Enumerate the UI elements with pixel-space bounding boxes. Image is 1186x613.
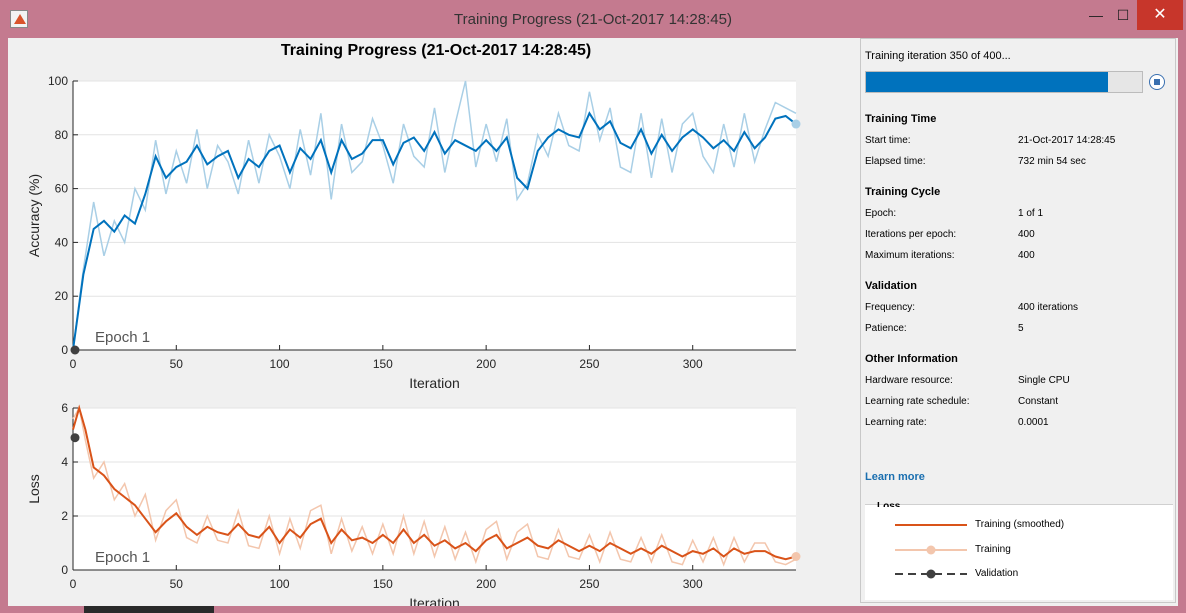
loss-axes-bg — [73, 408, 796, 570]
loss-ytick-label-1: 2 — [61, 509, 68, 523]
minimize-button[interactable]: — — [1089, 7, 1103, 23]
accuracy-training-line — [72, 80, 797, 351]
stop-training-button[interactable] — [1149, 74, 1165, 90]
accuracy-axes-bg — [73, 81, 796, 350]
hardware-resource-value: Single CPU — [1018, 375, 1070, 386]
progress-fill — [866, 72, 1108, 92]
accuracy-xtick-label-6: 300 — [683, 357, 703, 371]
patience-label: Patience: — [865, 323, 907, 334]
legend-swatches — [895, 524, 967, 579]
accuracy-ytick-label-1: 20 — [55, 289, 69, 303]
accuracy-xtick-label-1: 50 — [170, 357, 184, 371]
lr-schedule-value: Constant — [1018, 396, 1059, 407]
accuracy-last-point — [791, 119, 801, 129]
epoch-value: 1 of 1 — [1018, 208, 1044, 219]
loss-validation-point-0 — [70, 433, 80, 443]
frequency-value: 400 iterations — [1018, 302, 1079, 313]
learn-more-link[interactable]: Learn more — [865, 471, 925, 483]
accuracy-ytick-label-0: 0 — [61, 343, 68, 357]
loss-ytick-label-0: 0 — [61, 563, 68, 577]
start-time-label: Start time: — [865, 135, 911, 146]
progress-bar — [865, 71, 1143, 93]
title-bar[interactable]: Training Progress (21-Oct-2017 14:28:45)… — [0, 0, 1186, 38]
window-title: Training Progress (21-Oct-2017 14:28:45) — [454, 11, 732, 28]
accuracy-xtick-label-0: 0 — [70, 357, 77, 371]
elapsed-time-label: Elapsed time: — [865, 156, 926, 167]
section-training-time: Training Time — [865, 113, 937, 125]
legend-training-marker — [926, 545, 936, 555]
accuracy-xtick-label-5: 250 — [579, 357, 599, 371]
learning-rate-value: 0.0001 — [1018, 417, 1049, 428]
loss-epoch-annotation: Epoch 1 — [95, 549, 150, 566]
accuracy-xtick-label-2: 100 — [270, 357, 290, 371]
loss-xtick-label-1: 50 — [170, 577, 184, 591]
section-training-cycle: Training Cycle — [865, 186, 941, 198]
legend-item-training: Training — [975, 544, 1011, 555]
lr-schedule-label: Learning rate schedule: — [865, 396, 970, 407]
client-area: Training Progress (21-Oct-2017 14:28:45)… — [8, 38, 1178, 606]
accuracy-validation-point-0 — [70, 345, 80, 355]
loss-xtick-label-0: 0 — [70, 577, 77, 591]
iterations-per-epoch-label: Iterations per epoch: — [865, 229, 957, 240]
accuracy-ytick-label-5: 100 — [48, 74, 68, 88]
info-panel: Training iteration 350 of 400... Trainin… — [860, 38, 1176, 603]
frequency-label: Frequency: — [865, 302, 916, 313]
section-other-information: Other Information — [865, 353, 958, 365]
patience-value: 5 — [1018, 323, 1024, 334]
legend-item-training-smoothed: Training (smoothed) — [975, 519, 1065, 530]
legend-header: Loss — [877, 501, 901, 507]
loss-xtick-label-4: 200 — [476, 577, 496, 591]
loss-xtick-label-5: 250 — [579, 577, 599, 591]
hardware-resource-label: Hardware resource: — [865, 375, 953, 386]
plot-title: Training Progress (21-Oct-2017 14:28:45) — [280, 42, 592, 59]
legend-item-validation: Validation — [975, 568, 1019, 579]
accuracy-ytick-label-3: 60 — [55, 182, 69, 196]
loss-xtick-label-6: 300 — [683, 577, 703, 591]
section-validation: Validation — [865, 280, 917, 292]
legend-validation-marker — [926, 569, 936, 579]
accuracy-xtick-label-3: 150 — [373, 357, 393, 371]
close-button[interactable]: ✕ — [1137, 0, 1183, 30]
accuracy-xtick-label-4: 200 — [476, 357, 496, 371]
start-time-value: 21-Oct-2017 14:28:45 — [1018, 135, 1116, 146]
accuracy-ytick-label-4: 80 — [55, 128, 69, 142]
status-text: Training iteration 350 of 400... — [865, 50, 1011, 62]
loss-ytick-label-3: 6 — [61, 401, 68, 415]
iterations-per-epoch-value: 400 — [1018, 229, 1035, 240]
loss-xlabel: Iteration — [409, 595, 460, 606]
accuracy-ylabel: Accuracy (%) — [26, 174, 42, 257]
loss-smoothed-line — [72, 404, 797, 561]
elapsed-time-value: 732 min 54 sec — [1018, 156, 1086, 167]
epoch-label: Epoch: — [865, 208, 897, 219]
loss-xtick-label-2: 100 — [270, 577, 290, 591]
max-iterations-value: 400 — [1018, 250, 1035, 261]
max-iterations-label: Maximum iterations: — [865, 250, 955, 261]
maximize-button[interactable]: ☐ — [1116, 7, 1130, 23]
loss-ytick-label-2: 4 — [61, 455, 68, 469]
matlab-icon — [10, 10, 28, 28]
accuracy-epoch-annotation: Epoch 1 — [95, 329, 150, 346]
learning-rate-label: Learning rate: — [865, 417, 927, 428]
loss-ylabel: Loss — [26, 474, 42, 504]
loss-xtick-label-3: 150 — [373, 577, 393, 591]
taskbar-fragment — [84, 606, 214, 613]
legend-box: Loss Training (smoothed) Training Valida… — [865, 501, 1173, 600]
accuracy-ytick-label-2: 40 — [55, 235, 69, 249]
accuracy-xlabel: Iteration — [409, 375, 460, 391]
loss-last-point — [791, 552, 801, 561]
accuracy-smoothed-line — [72, 111, 797, 351]
